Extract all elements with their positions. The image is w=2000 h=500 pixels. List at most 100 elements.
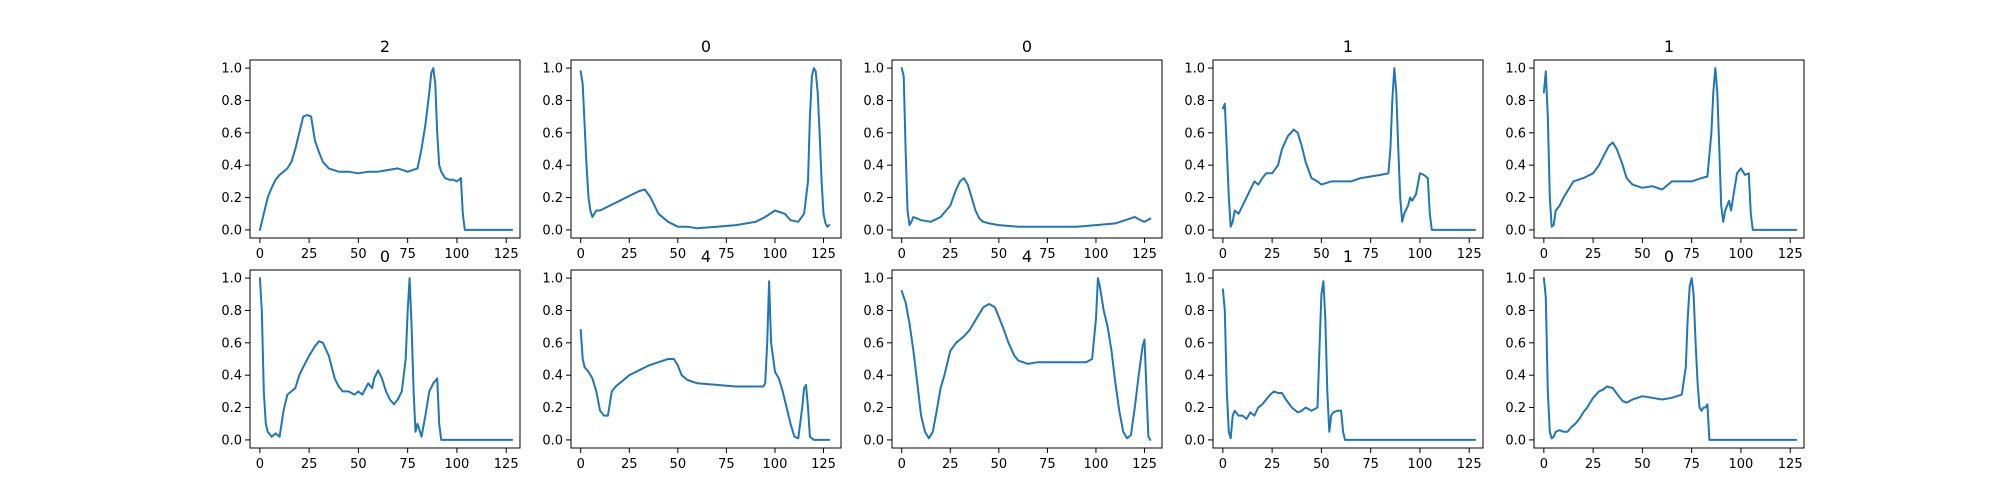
y-tick-label: 0.6 xyxy=(863,336,884,351)
axes-frame xyxy=(570,269,842,449)
y-tick-label: 0.8 xyxy=(863,94,884,109)
y-tick-label: 0.4 xyxy=(221,159,242,174)
x-tick-label: 75 xyxy=(1683,457,1700,472)
subplot-title: 4 xyxy=(701,247,711,266)
axes-frame xyxy=(249,59,521,239)
y-tick-label: 0.8 xyxy=(221,304,242,319)
y-tick-label: 0.4 xyxy=(221,369,242,384)
y-tick-label: 0.4 xyxy=(1184,159,1205,174)
y-tick-label: 0.0 xyxy=(221,223,242,238)
y-tick-label: 0.6 xyxy=(863,126,884,141)
y-tick-label: 0.0 xyxy=(542,433,563,448)
x-tick-label: 25 xyxy=(942,247,959,262)
x-tick-label: 125 xyxy=(494,247,519,262)
x-tick-label: 0 xyxy=(256,457,264,472)
x-tick-label: 50 xyxy=(1313,247,1330,262)
y-tick-label: 1.0 xyxy=(863,272,884,287)
x-tick-label: 50 xyxy=(670,457,687,472)
x-tick-label: 0 xyxy=(577,247,585,262)
x-tick-label: 50 xyxy=(350,457,367,472)
x-tick-label: 50 xyxy=(1634,457,1651,472)
x-tick-label: 0 xyxy=(1219,247,1227,262)
x-tick-label: 25 xyxy=(621,247,638,262)
x-tick-label: 100 xyxy=(1729,457,1754,472)
y-tick-label: 0.4 xyxy=(1505,369,1526,384)
y-tick-label: 0.6 xyxy=(542,126,563,141)
subplot-title: 4 xyxy=(1022,247,1032,266)
x-tick-label: 125 xyxy=(1778,457,1803,472)
y-tick-label: 0.2 xyxy=(221,191,242,206)
axes-frame xyxy=(1533,59,1805,239)
series-line xyxy=(258,277,514,441)
y-tick-label: 0.2 xyxy=(1184,191,1205,206)
x-tick-label: 0 xyxy=(898,457,906,472)
y-tick-label: 0.2 xyxy=(1505,401,1526,416)
axes-frame xyxy=(570,59,842,239)
x-tick-label: 0 xyxy=(1540,247,1548,262)
y-tick-label: 0.4 xyxy=(863,159,884,174)
y-tick-label: 0.8 xyxy=(1505,304,1526,319)
x-tick-label: 25 xyxy=(1585,457,1602,472)
x-tick-label: 125 xyxy=(1457,457,1482,472)
y-tick-label: 0.4 xyxy=(1184,369,1205,384)
y-tick-label: 0.6 xyxy=(1505,336,1526,351)
subplot-4: 1 0 25 50 75 100 125 0.0 0.2 0.4 0.6 0.8 1.0 xyxy=(1184,37,1484,262)
subplot-title: 0 xyxy=(380,247,390,266)
x-tick-label: 25 xyxy=(301,247,318,262)
axes-frame xyxy=(891,269,1163,449)
y-tick-label: 1.0 xyxy=(1184,272,1205,287)
y-tick-label: 0.2 xyxy=(1505,191,1526,206)
y-tick-label: 0.2 xyxy=(542,401,563,416)
y-tick-label: 0.8 xyxy=(1184,304,1205,319)
x-tick-label: 75 xyxy=(1039,457,1056,472)
x-tick-label: 25 xyxy=(942,457,959,472)
x-tick-label: 125 xyxy=(811,247,836,262)
y-tick-label: 0.0 xyxy=(1184,223,1205,238)
y-tick-label: 0.8 xyxy=(863,304,884,319)
axes-frame xyxy=(1212,59,1484,239)
axes-frame xyxy=(891,59,1163,239)
x-tick-label: 25 xyxy=(301,457,318,472)
y-tick-label: 0.6 xyxy=(1184,126,1205,141)
y-tick-label: 0.2 xyxy=(863,191,884,206)
x-tick-label: 100 xyxy=(1084,247,1109,262)
x-tick-label: 75 xyxy=(718,457,735,472)
y-tick-label: 0.6 xyxy=(1505,126,1526,141)
y-tick-label: 0.6 xyxy=(221,126,242,141)
y-tick-label: 0.0 xyxy=(863,433,884,448)
x-tick-label: 25 xyxy=(1264,457,1281,472)
x-tick-label: 75 xyxy=(1362,457,1379,472)
x-tick-label: 50 xyxy=(1634,247,1651,262)
subplot-title: 0 xyxy=(1664,247,1674,266)
y-tick-label: 0.4 xyxy=(542,369,563,384)
x-tick-label: 0 xyxy=(1540,457,1548,472)
y-tick-label: 1.0 xyxy=(221,62,242,77)
series-line xyxy=(900,67,1152,228)
y-tick-label: 0.8 xyxy=(1505,94,1526,109)
x-tick-label: 75 xyxy=(1683,247,1700,262)
y-tick-label: 0.0 xyxy=(1505,223,1526,238)
x-tick-label: 25 xyxy=(1585,247,1602,262)
subplot-1: 2 0 25 50 75 100 125 0.0 0.2 0.4 0.6 0.8 1.0 xyxy=(221,37,521,262)
y-tick-label: 0.2 xyxy=(1184,401,1205,416)
y-tick-label: 0.0 xyxy=(1184,433,1205,448)
y-tick-label: 0.6 xyxy=(1184,336,1205,351)
y-tick-label: 1.0 xyxy=(221,272,242,287)
x-tick-label: 50 xyxy=(1313,457,1330,472)
y-tick-label: 0.4 xyxy=(1505,159,1526,174)
x-tick-label: 125 xyxy=(1132,247,1157,262)
y-tick-label: 0.0 xyxy=(542,223,563,238)
x-tick-label: 0 xyxy=(898,247,906,262)
series-line xyxy=(579,67,831,230)
x-tick-label: 0 xyxy=(256,247,264,262)
y-tick-label: 0.8 xyxy=(542,94,563,109)
y-tick-label: 0.6 xyxy=(542,336,563,351)
x-tick-label: 75 xyxy=(1362,247,1379,262)
x-tick-label: 50 xyxy=(991,247,1008,262)
y-tick-label: 0.8 xyxy=(542,304,563,319)
x-tick-label: 100 xyxy=(445,457,470,472)
subplot-title: 2 xyxy=(380,37,390,56)
subplot-7: 4 0 25 50 75 100 125 0.0 0.2 0.4 0.6 0.8 1.0 xyxy=(542,247,842,472)
y-tick-label: 1.0 xyxy=(542,272,563,287)
